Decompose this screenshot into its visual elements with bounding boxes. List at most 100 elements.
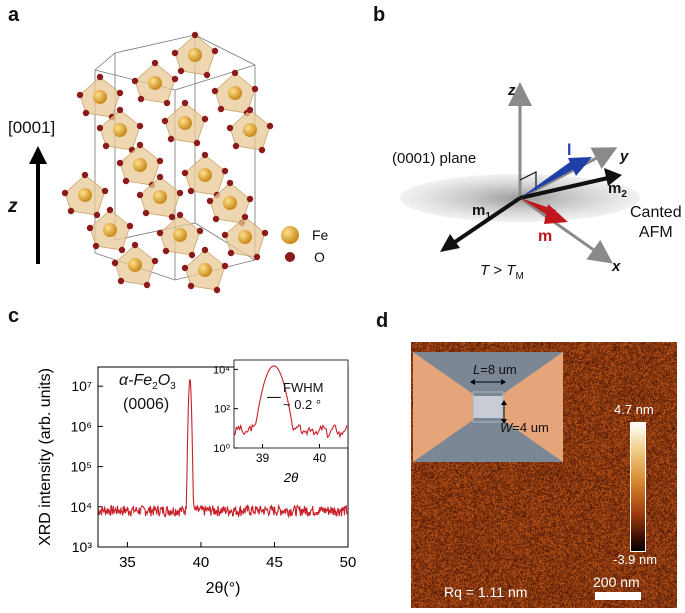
o-atom xyxy=(211,87,219,95)
inset-fwhm: FWHM xyxy=(283,380,324,395)
vector-m2-text: m xyxy=(608,180,622,197)
plot-frame xyxy=(97,366,349,548)
o-atom xyxy=(181,169,189,177)
fe-atom xyxy=(153,190,167,204)
o-atom xyxy=(206,197,214,205)
y-tick-label: 10⁶ xyxy=(71,418,92,434)
o-atom xyxy=(156,157,164,165)
inset-x-tick-label: 39 xyxy=(256,451,270,465)
y-tick-label: 10³ xyxy=(72,539,93,555)
o-atom xyxy=(67,207,75,215)
o-legend-icon xyxy=(285,252,295,262)
o-atom xyxy=(176,211,184,219)
fe-atom xyxy=(238,230,252,244)
o-atom xyxy=(136,141,144,149)
o-atom xyxy=(221,262,229,270)
o-atom xyxy=(191,31,199,39)
fe-atom xyxy=(243,123,257,137)
o-atom xyxy=(126,222,134,230)
length-label: L=8 um xyxy=(473,362,517,377)
o-atom xyxy=(201,115,209,123)
o-atom xyxy=(253,253,261,261)
x-tick-label: 35 xyxy=(119,554,136,571)
inset-y-tick-label: 10² xyxy=(214,404,230,416)
colorscale-max: 4.7 nm xyxy=(614,402,654,417)
o-atom xyxy=(131,77,139,85)
plane-label: (0001) plane xyxy=(392,150,477,167)
width-label: W=4 um xyxy=(500,420,549,435)
vector-m1-label: m1 xyxy=(472,202,491,222)
panel-a-label: a xyxy=(8,4,20,26)
o-atom xyxy=(181,264,189,272)
o-atom xyxy=(142,209,150,217)
o-atom xyxy=(96,124,104,132)
o-atom xyxy=(82,109,90,117)
fe-atom xyxy=(173,228,187,242)
o-atom xyxy=(161,117,169,125)
inset-series-line xyxy=(233,365,348,439)
o-atom xyxy=(212,215,220,223)
o-atom xyxy=(102,142,110,150)
o-atom xyxy=(171,75,179,83)
o-atom xyxy=(168,213,176,221)
o-atom xyxy=(76,91,84,99)
fe-atom xyxy=(178,116,192,130)
x-tick-label: 50 xyxy=(340,554,357,571)
inset-fwhm-value: ~ 0.2 ° xyxy=(283,397,322,412)
temp-relation: > xyxy=(489,262,507,279)
o-atom xyxy=(203,71,211,79)
inset-x-tick-label: 40 xyxy=(313,451,327,465)
x-tick-label: 40 xyxy=(193,554,210,571)
material-sub1: 2 xyxy=(152,381,158,393)
state-label-line2: AFM xyxy=(638,224,673,241)
o-atom xyxy=(86,224,94,232)
vector-m1-subscript: 1 xyxy=(485,211,491,222)
width-symbol: W xyxy=(500,420,513,435)
o-atom xyxy=(81,171,89,179)
reflection-label: (0006) xyxy=(123,396,170,413)
o-atom xyxy=(116,159,124,167)
device-electrodes xyxy=(413,352,563,462)
o-atom xyxy=(163,99,171,107)
temp-tm: T xyxy=(506,262,516,279)
spin-diagram xyxy=(400,82,640,264)
o-atom xyxy=(187,282,195,290)
axis-z-label: z xyxy=(508,82,516,99)
z-arrow xyxy=(29,146,47,264)
o-atom xyxy=(217,105,225,113)
o-atom xyxy=(136,191,144,199)
device-micrograph xyxy=(413,352,563,462)
scalebar xyxy=(595,592,641,600)
o-atom xyxy=(227,249,235,257)
crystal-structure xyxy=(61,31,274,294)
o-atom xyxy=(92,242,100,250)
o-atom xyxy=(266,122,274,130)
o-atom xyxy=(196,227,204,235)
vector-m1-text: m xyxy=(472,202,486,219)
vector-l-label: l xyxy=(567,142,572,159)
o-legend-label: O xyxy=(314,249,325,265)
vector-m2-label: m2 xyxy=(608,180,627,200)
o-atom xyxy=(162,247,170,255)
fe-atom xyxy=(188,48,202,62)
fe-legend-icon xyxy=(281,226,299,244)
x-axis-label: 2θ(°) xyxy=(206,580,241,597)
y-axis-label: XRD intensity (arb. units) xyxy=(37,368,54,546)
temperature-condition: T > TM xyxy=(480,262,524,282)
material-prefix: α-Fe xyxy=(119,372,153,389)
state-label-line1: Canted xyxy=(630,204,682,221)
o-atom xyxy=(177,67,185,75)
o-atom xyxy=(231,69,239,77)
colorscale-bar xyxy=(630,422,646,552)
fe-atom xyxy=(148,76,162,90)
xrd-chart: 35 40 45 50 10³ 10⁴ 10⁵ 10⁶ 10⁷ 2θ(°) XRD intensit… xyxy=(37,366,357,597)
roughness-label: Rq = 1.11 nm xyxy=(444,584,528,600)
width-arrow xyxy=(501,400,507,424)
inset-frame xyxy=(233,359,349,449)
fe-atom xyxy=(128,258,142,272)
o-atom xyxy=(246,106,254,114)
o-atom xyxy=(156,229,164,237)
o-atom xyxy=(226,124,234,132)
vector-m-label: m xyxy=(538,228,553,245)
axis-y-label: y xyxy=(620,148,629,165)
